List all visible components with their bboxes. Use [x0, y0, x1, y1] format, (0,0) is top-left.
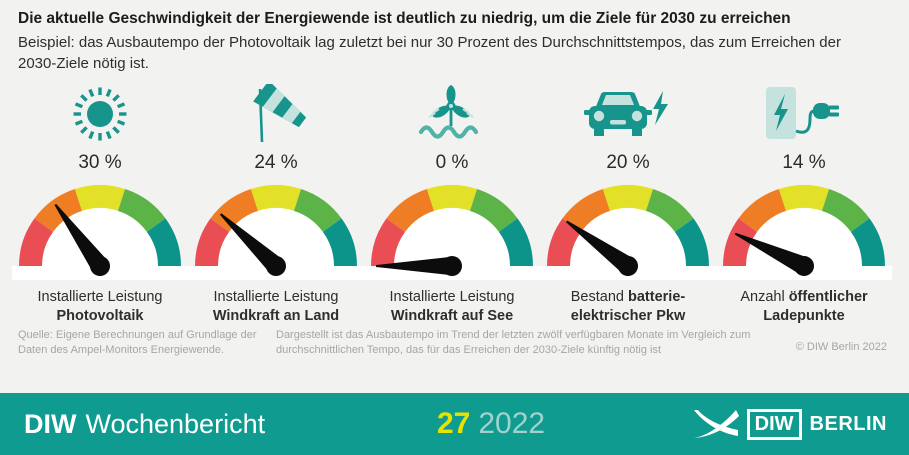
gauge-value-label: 14 %: [782, 152, 826, 173]
ev-car-icon: [579, 84, 677, 146]
gauge-value-label: 30 %: [78, 152, 122, 173]
charging-point-icon: [760, 84, 848, 146]
gauge-column: 0 % Installierte Leistung Windkraft auf S…: [364, 84, 540, 326]
gauge-needle: [565, 220, 638, 276]
windsock-icon: [240, 84, 312, 146]
gauge-chart: [12, 180, 188, 285]
gauge-label: Installierte Leistung Windkraft an Land: [212, 289, 340, 324]
brand-wochenbericht: Wochenbericht: [85, 408, 266, 439]
issue-year: 2022: [478, 407, 546, 440]
gauge-dial: [364, 185, 540, 280]
gauge-label: Installierte Leistung Windkraft auf See: [389, 289, 515, 324]
gauge-column: 14 % Anzahl öffentlicher Ladepunkte: [716, 84, 892, 326]
issue-number: 27 2022: [437, 393, 545, 455]
gauge-chart: [540, 180, 716, 285]
gauge-value-label: 24 %: [254, 152, 298, 173]
logo-berlin-text: BERLIN: [809, 412, 887, 435]
issue-no: 27: [437, 407, 471, 440]
gauge-row: 30 % Installierte Leistung Photovoltaik 2…: [12, 84, 892, 326]
gauge-dial: [540, 185, 716, 280]
logo-diw-text: DIW: [746, 408, 802, 440]
gauge-label: Anzahl öffentlicher Ladepunkte: [740, 289, 868, 324]
diw-berlin-logo: DIW BERLIN: [693, 393, 887, 455]
copyright-note: © DIW Berlin 2022: [795, 341, 887, 353]
gauge-value-label: 0 %: [435, 152, 469, 173]
gauge-column: 20 % Bestand batterie-elektrischer Pkw: [540, 84, 716, 326]
gauge-needle: [376, 256, 462, 276]
sun-icon: [65, 84, 135, 146]
gauge-label: Installierte Leistung Photovoltaik: [37, 289, 163, 324]
gauge-value-label: 20 %: [606, 152, 650, 173]
page-title: Die aktuelle Geschwindigkeit der Energie…: [18, 10, 791, 27]
method-note: Dargestellt ist das Ausbautempo im Trend…: [276, 329, 751, 356]
page-subtitle: Beispiel: das Ausbautempo der Photovolta…: [18, 34, 841, 72]
gauge-column: 30 % Installierte Leistung Photovoltaik: [12, 84, 188, 326]
gauge-chart: [188, 180, 364, 285]
offshore-wind-icon: [416, 84, 488, 146]
gauge-dial: [12, 185, 188, 280]
brand-diw: DIW: [24, 408, 77, 439]
gauge-label: Bestand batterie-elektrischer Pkw: [570, 289, 686, 324]
gauge-chart: [716, 180, 892, 285]
footer-bar: DIW Wochenbericht 27 2022 DIW BERLIN: [0, 393, 909, 455]
gauge-needle: [54, 203, 110, 276]
publication-brand: DIW Wochenbericht: [24, 393, 265, 455]
gauge-chart: [364, 180, 540, 285]
gauge-needle: [219, 213, 286, 276]
diw-logo-mark-icon: [693, 410, 739, 438]
gauge-dial: [716, 185, 892, 280]
gauge-column: 24 % Installierte Leistung Windkraft an L…: [188, 84, 364, 326]
gauge-needle: [734, 232, 814, 276]
source-note: Quelle: Eigene Berechnungen auf Grundlag…: [18, 329, 257, 356]
gauge-dial: [188, 185, 364, 280]
